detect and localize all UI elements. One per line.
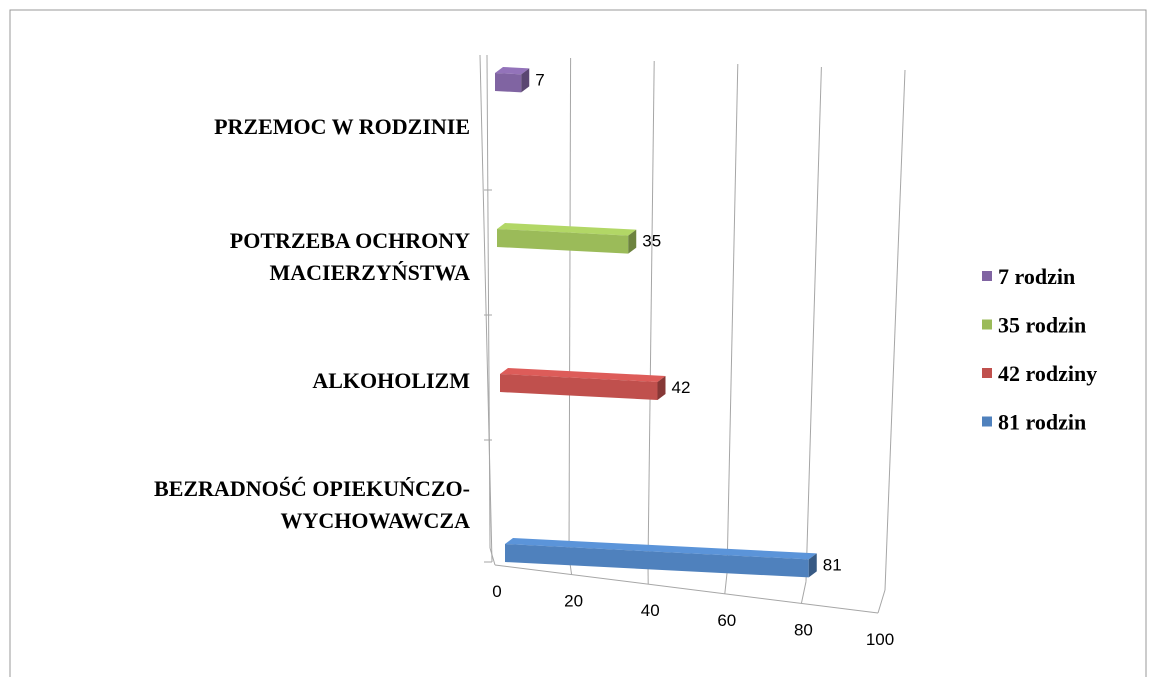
- bar-front: [505, 544, 809, 578]
- value-label: 42: [672, 378, 691, 397]
- bar: [500, 368, 666, 400]
- legend-label: 42 rodziny: [998, 361, 1097, 386]
- category-label: POTRZEBA OCHRONY MACIERZYŃSTWA: [230, 228, 470, 285]
- value-label: 7: [535, 70, 544, 89]
- category-line: ALKOHOLIZM: [312, 368, 470, 393]
- bar-end: [808, 553, 817, 578]
- grid-line: [805, 66, 822, 582]
- x-tick-label: 40: [641, 601, 660, 620]
- legend-swatch: [982, 368, 992, 378]
- bar-top: [500, 368, 666, 382]
- x-tick-label: 60: [717, 611, 736, 630]
- bar-top: [497, 223, 637, 236]
- legend-label: 7 rodzin: [998, 264, 1075, 289]
- legend-swatch: [982, 319, 992, 330]
- grid-line: [726, 63, 739, 574]
- floor-grid: [489, 547, 496, 566]
- bar-front: [497, 229, 629, 254]
- x-tick-label: 0: [492, 582, 501, 601]
- floor-grid: [877, 589, 886, 614]
- bar-top: [505, 538, 817, 560]
- category-line: POTRZEBA OCHRONY: [230, 228, 470, 253]
- bar-top: [495, 67, 530, 75]
- category-label: PRZEMOC W RODZINIE: [214, 114, 470, 139]
- bar-front: [495, 73, 522, 93]
- floor-front: [494, 564, 879, 614]
- floor-grid: [724, 573, 728, 594]
- legend-label: 35 rodzin: [998, 313, 1086, 338]
- bar: [495, 67, 530, 93]
- category-line: WYCHOWAWCZA: [281, 508, 471, 533]
- legend-swatch: [982, 271, 992, 281]
- category-line: MACIERZYŃSTWA: [270, 260, 471, 285]
- floor-grid: [800, 581, 807, 604]
- grid-line: [647, 60, 655, 565]
- x-tick-label: 80: [794, 620, 813, 639]
- grid-line: [568, 57, 572, 557]
- bar: [505, 538, 817, 578]
- axis-wall: [479, 54, 493, 563]
- category-line: BEZRADNOŚĆ OPIEKUŃCZO-: [154, 476, 470, 501]
- legend-label: 81 rodzin: [998, 410, 1086, 435]
- grid-line: [486, 54, 491, 549]
- grid-line: [884, 69, 906, 591]
- category-line: PRZEMOC W RODZINIE: [214, 114, 470, 139]
- category-label: BEZRADNOŚĆ OPIEKUŃCZO- WYCHOWAWCZA: [154, 476, 470, 533]
- bar-end: [657, 375, 666, 400]
- x-tick-label: 100: [866, 630, 894, 649]
- bar-end: [521, 68, 530, 93]
- frame: [9, 9, 1147, 677]
- bar: [497, 223, 637, 254]
- value-label: 81: [823, 555, 842, 574]
- x-tick-label: 20: [564, 592, 583, 611]
- bar-front: [500, 374, 658, 400]
- legend-swatch: [982, 416, 992, 427]
- category-label: ALKOHOLIZM: [312, 368, 470, 393]
- value-label: 35: [642, 232, 661, 251]
- bar-end: [628, 229, 637, 254]
